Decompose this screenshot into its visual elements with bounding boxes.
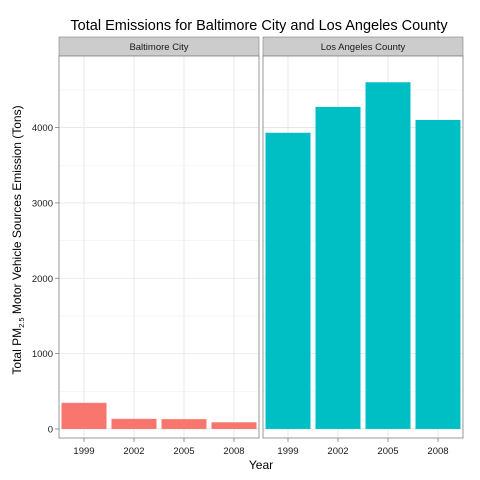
panel-1: Los Angeles County 1999 2002 2005 2008 <box>263 37 463 457</box>
x-tick-label: 2002 <box>327 446 348 457</box>
y-axis-label-suffix: Motor Vehicle Sources Emission (Tons) <box>10 105 24 317</box>
y-axis-label: Total PM2.5 Motor Vehicle Sources Emissi… <box>10 105 26 374</box>
y-tick-label: 0 <box>48 424 53 435</box>
bar-baltimore-city-2002 <box>112 419 157 429</box>
y-axis-label-prefix: Total PM <box>10 328 24 375</box>
y-axis-label-subscript: 2.5 <box>17 317 26 327</box>
bar-baltimore-city-2005 <box>162 419 207 429</box>
bar-los-angeles-county-2008 <box>416 120 461 429</box>
x-tick-label: 2005 <box>173 446 194 457</box>
x-tick-label: 2008 <box>427 446 448 457</box>
x-tick-label: 2002 <box>123 446 144 457</box>
panel-strip-label: Baltimore City <box>129 42 188 53</box>
panel-background <box>59 56 259 438</box>
chart-title: Total Emissions for Baltimore City and L… <box>70 18 448 34</box>
y-tick-label: 3000 <box>32 198 53 209</box>
bar-los-angeles-county-1999 <box>266 133 311 429</box>
x-tick-label: 2008 <box>223 446 244 457</box>
x-tick-label: 2005 <box>377 446 398 457</box>
y-tick-label: 2000 <box>32 274 53 285</box>
x-tick-label: 1999 <box>277 446 298 457</box>
x-axis-label: Year <box>249 458 273 472</box>
bar-los-angeles-county-2005 <box>366 82 411 429</box>
x-tick-label: 1999 <box>73 446 94 457</box>
panel-0: Baltimore City 1999 2002 2005 2008 <box>59 37 259 457</box>
y-tick-label: 4000 <box>32 123 53 134</box>
panel-strip-label: Los Angeles County <box>321 42 406 53</box>
bar-los-angeles-county-2002 <box>316 107 361 429</box>
bar-baltimore-city-1999 <box>62 403 107 429</box>
y-tick-label: 1000 <box>32 349 53 360</box>
bar-baltimore-city-2008 <box>212 422 257 429</box>
y-axis-ticks: 0 1000 2000 3000 4000 <box>32 123 59 435</box>
